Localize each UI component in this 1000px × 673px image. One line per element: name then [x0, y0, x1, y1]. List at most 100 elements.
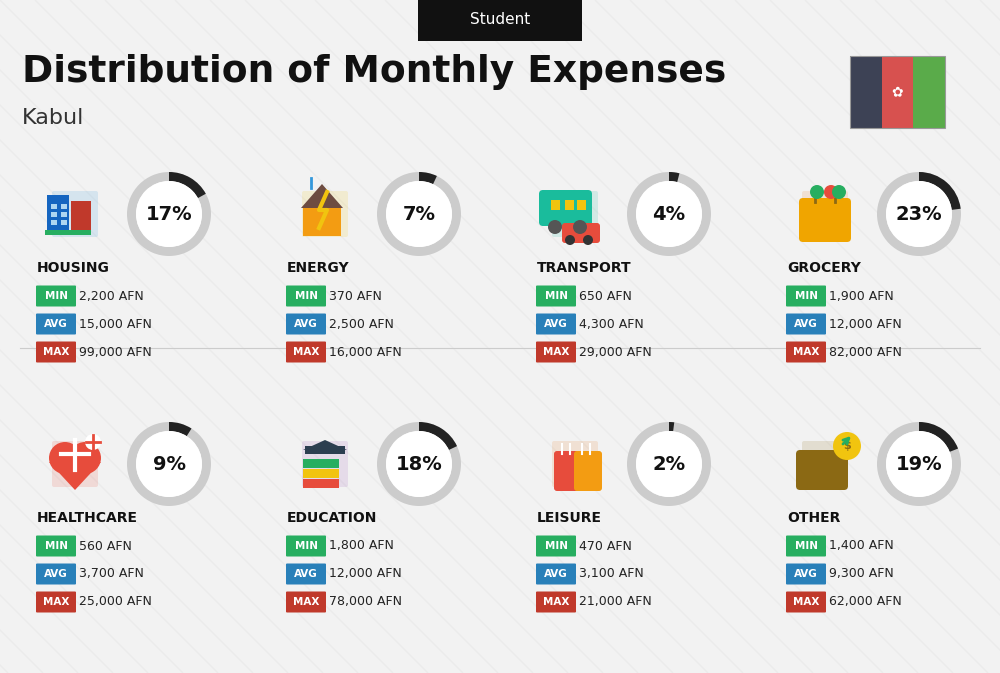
Text: 3,700 AFN: 3,700 AFN	[79, 567, 144, 581]
Circle shape	[583, 235, 593, 245]
Text: ENERGY: ENERGY	[287, 261, 350, 275]
Text: AVG: AVG	[544, 319, 568, 329]
Circle shape	[832, 185, 846, 199]
FancyBboxPatch shape	[565, 200, 574, 210]
FancyBboxPatch shape	[286, 341, 326, 363]
Text: 4%: 4%	[652, 205, 686, 223]
Text: Distribution of Monthly Expenses: Distribution of Monthly Expenses	[22, 54, 726, 90]
Text: AVG: AVG	[544, 569, 568, 579]
Text: AVG: AVG	[44, 569, 68, 579]
FancyBboxPatch shape	[554, 451, 582, 491]
Wedge shape	[127, 172, 211, 256]
Text: 470 AFN: 470 AFN	[579, 540, 632, 553]
FancyBboxPatch shape	[786, 285, 826, 306]
Wedge shape	[877, 422, 961, 506]
FancyBboxPatch shape	[61, 204, 67, 209]
FancyBboxPatch shape	[303, 479, 339, 488]
Text: HEALTHCARE: HEALTHCARE	[37, 511, 138, 525]
Text: 29,000 AFN: 29,000 AFN	[579, 345, 652, 359]
FancyBboxPatch shape	[786, 592, 826, 612]
Circle shape	[136, 431, 202, 497]
FancyBboxPatch shape	[61, 220, 67, 225]
Text: MIN: MIN	[544, 541, 568, 551]
Text: MAX: MAX	[293, 597, 319, 607]
FancyBboxPatch shape	[52, 441, 98, 487]
Circle shape	[565, 235, 575, 245]
FancyBboxPatch shape	[539, 190, 592, 226]
Circle shape	[85, 434, 101, 450]
Text: MIN: MIN	[544, 291, 568, 301]
Circle shape	[386, 431, 452, 497]
Text: 21,000 AFN: 21,000 AFN	[579, 596, 652, 608]
Wedge shape	[627, 172, 711, 256]
Text: LEISURE: LEISURE	[537, 511, 602, 525]
Text: 12,000 AFN: 12,000 AFN	[829, 318, 902, 330]
Circle shape	[49, 442, 81, 474]
FancyBboxPatch shape	[51, 204, 57, 209]
Circle shape	[886, 431, 952, 497]
FancyBboxPatch shape	[551, 200, 560, 210]
Polygon shape	[301, 184, 343, 208]
FancyBboxPatch shape	[536, 314, 576, 334]
FancyBboxPatch shape	[302, 191, 348, 237]
FancyBboxPatch shape	[51, 212, 57, 217]
FancyBboxPatch shape	[574, 451, 602, 491]
FancyBboxPatch shape	[286, 314, 326, 334]
Wedge shape	[377, 172, 461, 256]
Text: 16,000 AFN: 16,000 AFN	[329, 345, 402, 359]
Wedge shape	[377, 422, 461, 506]
Text: 99,000 AFN: 99,000 AFN	[79, 345, 152, 359]
FancyBboxPatch shape	[305, 446, 345, 454]
Text: 78,000 AFN: 78,000 AFN	[329, 596, 402, 608]
Text: MIN: MIN	[294, 291, 318, 301]
Circle shape	[136, 181, 202, 247]
Text: HOUSING: HOUSING	[37, 261, 110, 275]
FancyBboxPatch shape	[51, 220, 57, 225]
FancyBboxPatch shape	[536, 536, 576, 557]
Wedge shape	[919, 422, 958, 452]
FancyBboxPatch shape	[799, 198, 851, 242]
Text: MAX: MAX	[543, 347, 569, 357]
Circle shape	[69, 442, 101, 474]
Text: ✿: ✿	[892, 85, 903, 99]
Text: EDUCATION: EDUCATION	[287, 511, 377, 525]
Text: AVG: AVG	[294, 569, 318, 579]
FancyBboxPatch shape	[418, 0, 582, 41]
Text: 1,900 AFN: 1,900 AFN	[829, 289, 894, 302]
FancyBboxPatch shape	[36, 314, 76, 334]
Circle shape	[824, 185, 838, 199]
Text: AVG: AVG	[44, 319, 68, 329]
FancyBboxPatch shape	[36, 341, 76, 363]
FancyBboxPatch shape	[303, 208, 341, 236]
Text: 23%: 23%	[896, 205, 942, 223]
FancyBboxPatch shape	[36, 592, 76, 612]
Text: 560 AFN: 560 AFN	[79, 540, 132, 553]
FancyBboxPatch shape	[562, 223, 600, 243]
Text: MAX: MAX	[293, 347, 319, 357]
Wedge shape	[669, 422, 674, 431]
FancyBboxPatch shape	[45, 230, 91, 235]
Text: AVG: AVG	[794, 569, 818, 579]
Circle shape	[810, 185, 824, 199]
Wedge shape	[419, 172, 437, 184]
FancyBboxPatch shape	[786, 563, 826, 584]
FancyBboxPatch shape	[303, 459, 339, 468]
FancyBboxPatch shape	[303, 469, 339, 478]
Polygon shape	[303, 440, 347, 450]
Circle shape	[636, 431, 702, 497]
FancyBboxPatch shape	[786, 341, 826, 363]
FancyBboxPatch shape	[47, 195, 69, 233]
FancyBboxPatch shape	[796, 450, 848, 490]
FancyBboxPatch shape	[71, 201, 91, 233]
Text: MAX: MAX	[543, 597, 569, 607]
Text: MIN: MIN	[794, 291, 818, 301]
FancyBboxPatch shape	[536, 285, 576, 306]
Text: 62,000 AFN: 62,000 AFN	[829, 596, 902, 608]
FancyBboxPatch shape	[286, 536, 326, 557]
Text: $: $	[843, 441, 851, 451]
Text: 9,300 AFN: 9,300 AFN	[829, 567, 894, 581]
FancyBboxPatch shape	[786, 314, 826, 334]
Text: 2,500 AFN: 2,500 AFN	[329, 318, 394, 330]
FancyBboxPatch shape	[286, 592, 326, 612]
Text: MIN: MIN	[294, 541, 318, 551]
